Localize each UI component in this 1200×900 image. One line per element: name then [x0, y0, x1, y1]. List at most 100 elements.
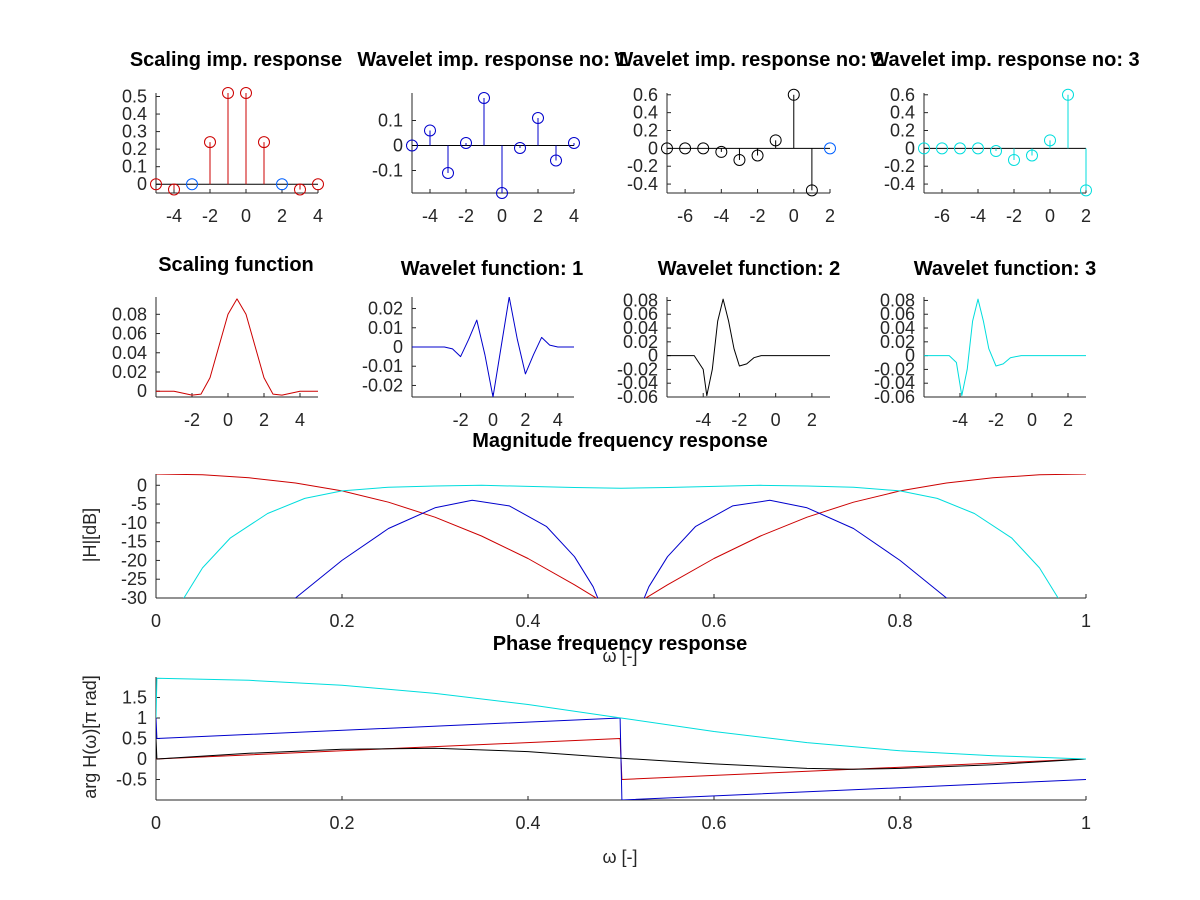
series-line	[644, 474, 1086, 598]
stem-marker	[972, 142, 984, 155]
y-tick-label: 0.06	[623, 304, 658, 324]
stem-marker	[442, 167, 454, 179]
x-tick-label: 0.8	[887, 611, 912, 631]
y-tick-label: 0.4	[890, 103, 915, 123]
stem-marker	[168, 183, 180, 196]
series-line	[294, 499, 599, 598]
x-tick-label: 4	[569, 206, 579, 226]
y-tick-label: 0	[137, 475, 147, 495]
x-tick-label: 4	[313, 206, 323, 226]
stem-marker	[204, 136, 216, 149]
stem-marker	[990, 145, 1002, 158]
x-tick-label: -4	[970, 206, 986, 226]
axes-scaling-imp-response: Scaling imp. response -4 -2 0 2 400.10.20.30…	[122, 49, 342, 226]
y-tick-label: 0	[648, 346, 658, 366]
axes-title: Wavelet function: 1	[401, 258, 584, 280]
y-tick-label: 0	[137, 381, 147, 401]
x-tick-label: 0	[771, 410, 781, 430]
axes-magnitude-response: Magnitude frequency response ω [-] |H|[d…	[80, 430, 1091, 666]
axes-title: Scaling imp. response	[130, 49, 342, 71]
stem-marker	[1080, 184, 1092, 197]
x-tick-label: 0.2	[329, 813, 354, 833]
y-tick-label: -0.01	[362, 356, 403, 376]
axes-title: Wavelet function: 3	[914, 258, 1097, 280]
y-tick-label: 0.4	[122, 104, 147, 124]
x-tick-label: 0	[488, 410, 498, 430]
y-tick-label: -25	[121, 569, 147, 589]
y-tick-label: -0.2	[627, 156, 658, 176]
y-tick-label: 0.08	[112, 304, 147, 324]
series-line	[183, 484, 1059, 598]
x-tick-label: -4	[422, 206, 438, 226]
y-tick-label: 0.2	[122, 139, 147, 159]
y-tick-label: -15	[121, 532, 147, 552]
stem-marker	[276, 178, 288, 191]
x-tick-label: 0	[1045, 206, 1055, 226]
y-tick-label: 0.5	[122, 87, 147, 107]
x-tick-label: -4	[166, 206, 182, 226]
axes-wavelet-function-1: Wavelet function: 1 -2 0 2 4-0.02-0.0100.01…	[362, 258, 583, 430]
stem-marker	[679, 142, 692, 155]
x-tick-label: 0.2	[329, 611, 354, 631]
y-tick-label: -0.1	[372, 161, 403, 181]
y-tick-label: 0.04	[880, 318, 915, 338]
y-tick-label: 0.06	[112, 324, 147, 344]
y-tick-label: 0	[137, 174, 147, 194]
x-tick-label: -2	[750, 206, 766, 226]
axes-title: Wavelet imp. response no: 1	[357, 49, 626, 71]
x-tick-label: 1	[1081, 611, 1091, 631]
x-tick-label: 0	[789, 206, 799, 226]
x-tick-label: 0.6	[701, 813, 726, 833]
y-tick-label: -0.02	[362, 375, 403, 395]
stem-marker	[733, 153, 746, 166]
y-tick-label: 0.02	[368, 299, 403, 319]
y-tick-label: 0.1	[378, 111, 403, 131]
stem-marker	[1008, 153, 1020, 166]
x-tick-label: 2	[1081, 206, 1091, 226]
y-tick-label: 0	[137, 749, 147, 769]
y-tick-label: 0.2	[633, 121, 658, 141]
y-tick-label: -0.04	[617, 373, 658, 393]
y-tick-label: -20	[121, 550, 147, 570]
x-tick-label: -2	[202, 206, 218, 226]
axis-ylabel: arg H(ω)[π rad]	[80, 675, 100, 799]
axes-scaling-function: Scaling function -2 0 2 400.020.040.060.08	[112, 254, 318, 430]
x-tick-label: 0	[151, 611, 161, 631]
y-tick-label: 0.06	[880, 304, 915, 324]
x-tick-label: 0.4	[515, 813, 540, 833]
axes-wavelet-function-2: Wavelet function: 2 -4 -2 0 2 -0.06-0.04-0.0…	[617, 258, 840, 430]
stem-marker	[751, 149, 764, 162]
stem-marker	[478, 92, 490, 104]
x-tick-label: -4	[695, 410, 711, 430]
stem-marker	[697, 142, 710, 155]
y-tick-label: 0	[905, 138, 915, 158]
x-tick-label: -2	[453, 410, 469, 430]
axis-xlabel: ω [-]	[602, 646, 637, 666]
line-plot: 0 0.2 0.4 0.6 0.8 1-0.500.511.5	[116, 677, 1091, 833]
stem-marker	[715, 145, 728, 158]
stem-marker	[406, 139, 418, 152]
y-tick-label: -10	[121, 513, 147, 533]
y-tick-label: 0	[393, 136, 403, 156]
axis-ylabel: |H|[dB]	[80, 508, 100, 562]
x-tick-label: 0	[497, 206, 507, 226]
axes-title: Phase frequency response	[493, 633, 748, 655]
stem-plot: -6 -4 -2 0 2-0.4-0.200.20.40.6	[627, 85, 836, 226]
y-tick-label: -0.5	[116, 770, 147, 790]
y-tick-label: -5	[131, 494, 147, 514]
stem-plot: -4 -2 0 2 400.10.20.30.40.5	[122, 87, 324, 226]
x-tick-label: 4	[295, 410, 305, 430]
x-tick-label: -2	[731, 410, 747, 430]
x-tick-label: -2	[1006, 206, 1022, 226]
y-tick-label: 0.08	[623, 290, 658, 310]
stem-marker	[918, 142, 930, 155]
series-line	[156, 474, 598, 598]
stem-marker	[824, 142, 836, 155]
y-tick-label: 1.5	[122, 688, 147, 708]
stem-marker	[424, 124, 436, 137]
series-line	[643, 499, 948, 598]
series-line	[156, 298, 318, 396]
axes-wavelet-imp-response-3: Wavelet imp. response no: 3 -6 -4 -2 0 2 -0.4…	[870, 49, 1139, 226]
